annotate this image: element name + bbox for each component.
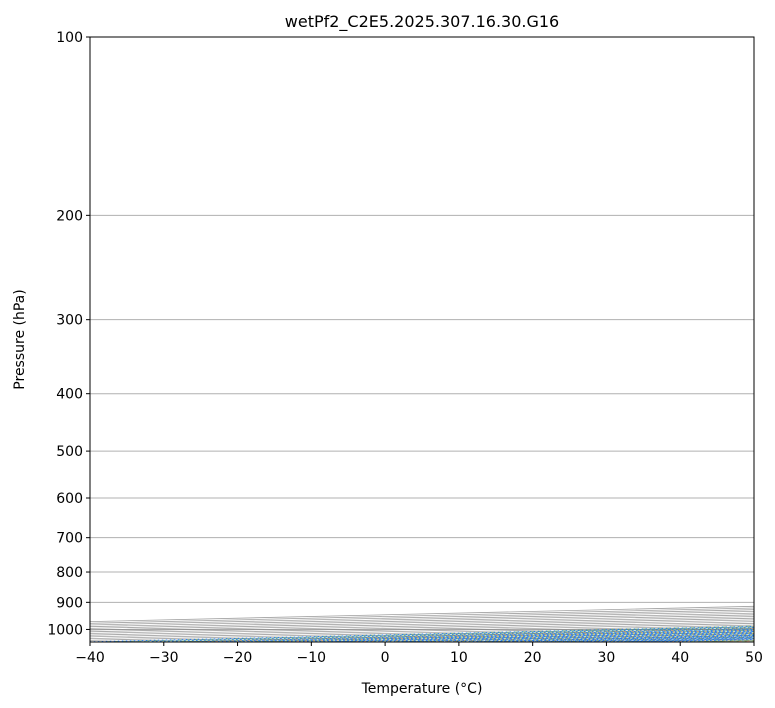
y-tick-label: 600 [56, 491, 83, 507]
x-tick-label: −20 [223, 650, 253, 666]
x-tick-label: 0 [381, 650, 390, 666]
x-tick-label: 10 [450, 650, 468, 666]
x-tick-label: 30 [598, 650, 616, 666]
x-axis-label: Temperature (°C) [361, 681, 483, 697]
y-axis-ticks: 100 200 300 400 500 600 700 800 900 1000 [47, 30, 90, 638]
y-tick-label: 200 [56, 208, 83, 224]
y-tick-label: 100 [56, 30, 83, 46]
y-tick-label: 400 [56, 387, 83, 403]
y-tick-label: 800 [56, 565, 83, 581]
x-axis-ticks: −40 −30 −20 −10 0 10 20 30 40 50 [75, 642, 763, 666]
y-axis-label: Pressure (hPa) [12, 289, 28, 389]
x-tick-label: 20 [524, 650, 542, 666]
x-tick-label: −30 [149, 650, 179, 666]
y-tick-label: 900 [56, 595, 83, 611]
y-tick-label: 500 [56, 444, 83, 460]
chart-title: wetPf2_C2E5.2025.307.16.30.G16 [285, 12, 559, 32]
x-tick-label: 40 [671, 650, 689, 666]
plot-frame [89, 36, 755, 643]
x-tick-label: 50 [745, 650, 763, 666]
x-tick-label: −40 [75, 650, 105, 666]
y-tick-label: 1000 [47, 622, 83, 638]
y-tick-label: 300 [56, 313, 83, 329]
y-tick-label: 700 [56, 531, 83, 547]
x-tick-label: −10 [297, 650, 327, 666]
